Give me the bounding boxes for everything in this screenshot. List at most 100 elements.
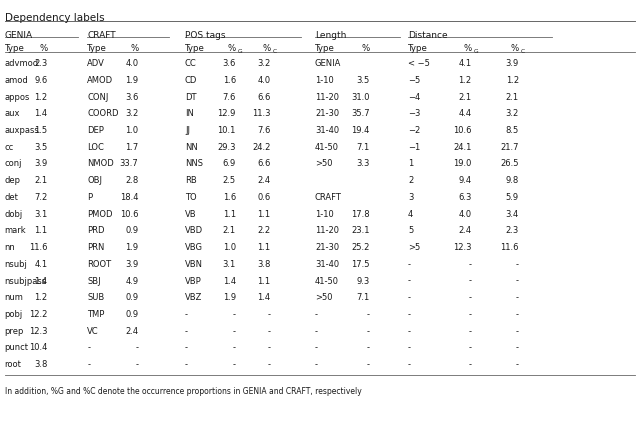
- Text: 3.5: 3.5: [356, 76, 370, 85]
- Text: 11.3: 11.3: [252, 109, 270, 118]
- Text: VBD: VBD: [185, 226, 203, 235]
- Text: -: -: [315, 327, 318, 336]
- Text: VBN: VBN: [185, 260, 203, 269]
- Text: PRN: PRN: [88, 243, 105, 252]
- Text: -: -: [315, 360, 318, 369]
- Text: dobj: dobj: [4, 210, 23, 218]
- Text: DEP: DEP: [88, 126, 104, 135]
- Text: 4.9: 4.9: [125, 277, 138, 285]
- Text: 1.0: 1.0: [223, 243, 236, 252]
- Text: 7.6: 7.6: [223, 93, 236, 101]
- Text: 3.8: 3.8: [34, 360, 47, 369]
- Text: 7.1: 7.1: [356, 293, 370, 302]
- Text: -: -: [268, 310, 270, 319]
- Text: 11.6: 11.6: [500, 243, 519, 252]
- Text: -: -: [88, 344, 90, 352]
- Text: 1.1: 1.1: [223, 210, 236, 218]
- Text: ROOT: ROOT: [88, 260, 111, 269]
- Text: 3.1: 3.1: [34, 210, 47, 218]
- Text: 35.7: 35.7: [351, 109, 370, 118]
- Text: -: -: [408, 260, 411, 269]
- Text: 3.6: 3.6: [223, 59, 236, 68]
- Text: 5: 5: [408, 226, 413, 235]
- Text: 23.1: 23.1: [351, 226, 370, 235]
- Text: 2.3: 2.3: [506, 226, 519, 235]
- Text: Type: Type: [185, 44, 205, 53]
- Text: CD: CD: [185, 76, 197, 85]
- Text: 1.4: 1.4: [34, 277, 47, 285]
- Text: 4: 4: [408, 210, 413, 218]
- Text: 2.3: 2.3: [34, 59, 47, 68]
- Text: C: C: [272, 49, 276, 54]
- Text: -: -: [468, 310, 472, 319]
- Text: CRAFT: CRAFT: [315, 193, 342, 202]
- Text: -: -: [233, 360, 236, 369]
- Text: 1.1: 1.1: [257, 243, 270, 252]
- Text: 2.8: 2.8: [125, 176, 138, 185]
- Text: 1.9: 1.9: [125, 243, 138, 252]
- Text: VBZ: VBZ: [185, 293, 202, 302]
- Text: -: -: [233, 327, 236, 336]
- Text: -: -: [367, 344, 370, 352]
- Text: -: -: [367, 360, 370, 369]
- Text: 2.2: 2.2: [257, 226, 270, 235]
- Text: 7.6: 7.6: [257, 126, 270, 135]
- Text: Distance: Distance: [408, 31, 447, 40]
- Text: nsubj: nsubj: [4, 260, 28, 269]
- Text: -: -: [367, 327, 370, 336]
- Text: -: -: [516, 344, 519, 352]
- Text: 10.1: 10.1: [218, 126, 236, 135]
- Text: 3.6: 3.6: [125, 93, 138, 101]
- Text: aux: aux: [4, 109, 20, 118]
- Text: -: -: [136, 360, 138, 369]
- Text: 2.1: 2.1: [458, 93, 472, 101]
- Text: 29.3: 29.3: [218, 143, 236, 152]
- Text: 0.9: 0.9: [125, 293, 138, 302]
- Text: GENIA: GENIA: [4, 31, 33, 40]
- Text: %: %: [39, 44, 47, 53]
- Text: -: -: [468, 327, 472, 336]
- Text: -: -: [185, 327, 188, 336]
- Text: 9.8: 9.8: [506, 176, 519, 185]
- Text: 11-20: 11-20: [315, 226, 339, 235]
- Text: 3.9: 3.9: [506, 59, 519, 68]
- Text: 1.2: 1.2: [458, 76, 472, 85]
- Text: -: -: [268, 360, 270, 369]
- Text: amod: amod: [4, 76, 28, 85]
- Text: 2.5: 2.5: [223, 176, 236, 185]
- Text: %: %: [228, 44, 236, 53]
- Text: 1.2: 1.2: [506, 76, 519, 85]
- Text: 1-10: 1-10: [315, 210, 333, 218]
- Text: CONJ: CONJ: [88, 93, 109, 101]
- Text: 31-40: 31-40: [315, 126, 339, 135]
- Text: 2.4: 2.4: [125, 327, 138, 336]
- Text: 3.9: 3.9: [34, 160, 47, 168]
- Text: G: G: [474, 49, 478, 54]
- Text: POS tags: POS tags: [185, 31, 225, 40]
- Text: %: %: [463, 44, 472, 53]
- Text: det: det: [4, 193, 19, 202]
- Text: Type: Type: [315, 44, 335, 53]
- Text: CC: CC: [185, 59, 196, 68]
- Text: 2.4: 2.4: [458, 226, 472, 235]
- Text: -: -: [408, 360, 411, 369]
- Text: -: -: [268, 327, 270, 336]
- Text: 3: 3: [408, 193, 413, 202]
- Text: 6.9: 6.9: [223, 160, 236, 168]
- Text: 9.4: 9.4: [458, 176, 472, 185]
- Text: 3.2: 3.2: [257, 59, 270, 68]
- Text: 3.5: 3.5: [34, 143, 47, 152]
- Text: 2.4: 2.4: [257, 176, 270, 185]
- Text: 4.1: 4.1: [458, 59, 472, 68]
- Text: TMP: TMP: [88, 310, 105, 319]
- Text: 33.7: 33.7: [120, 160, 138, 168]
- Text: CRAFT: CRAFT: [88, 31, 116, 40]
- Text: appos: appos: [4, 93, 30, 101]
- Text: prep: prep: [4, 327, 24, 336]
- Text: auxpass: auxpass: [4, 126, 39, 135]
- Text: 17.5: 17.5: [351, 260, 370, 269]
- Text: conj: conj: [4, 160, 22, 168]
- Text: cc: cc: [4, 143, 14, 152]
- Text: 1.1: 1.1: [257, 210, 270, 218]
- Text: 1.4: 1.4: [223, 277, 236, 285]
